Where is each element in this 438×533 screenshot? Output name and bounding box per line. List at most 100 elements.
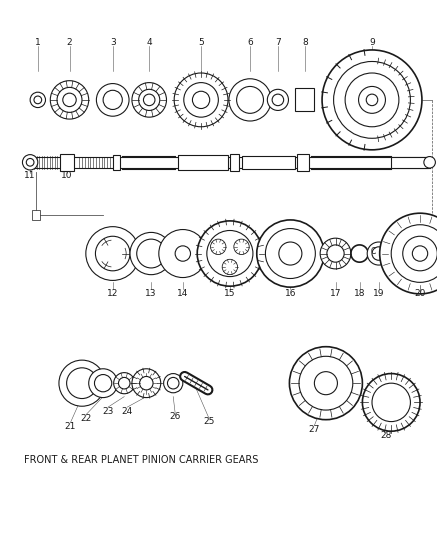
Circle shape: [380, 213, 438, 294]
Text: 18: 18: [354, 289, 365, 298]
Circle shape: [222, 259, 237, 274]
Bar: [230, 154, 240, 171]
Circle shape: [132, 369, 161, 398]
Circle shape: [132, 83, 166, 117]
Text: 1: 1: [35, 38, 41, 47]
Text: 25: 25: [203, 417, 215, 426]
Text: 9: 9: [369, 38, 375, 47]
Circle shape: [362, 374, 420, 431]
Circle shape: [137, 239, 166, 268]
Circle shape: [159, 230, 207, 278]
Circle shape: [192, 91, 210, 109]
Circle shape: [96, 84, 129, 116]
Circle shape: [207, 230, 253, 277]
Circle shape: [67, 368, 97, 399]
Circle shape: [140, 376, 153, 390]
Circle shape: [424, 157, 435, 168]
Circle shape: [257, 220, 324, 287]
Circle shape: [139, 90, 160, 110]
Circle shape: [103, 90, 122, 109]
Circle shape: [299, 356, 353, 410]
Circle shape: [272, 94, 284, 106]
Circle shape: [34, 96, 42, 104]
Circle shape: [175, 246, 191, 261]
Bar: [242, 156, 295, 169]
Circle shape: [63, 93, 76, 107]
Text: 3: 3: [110, 38, 116, 47]
Circle shape: [372, 247, 385, 260]
Circle shape: [164, 374, 183, 393]
Text: C: C: [371, 247, 376, 256]
Text: 16: 16: [285, 289, 296, 298]
Circle shape: [290, 346, 362, 419]
Bar: [113, 155, 120, 170]
Bar: [60, 154, 74, 171]
Circle shape: [114, 373, 135, 394]
Text: 20: 20: [414, 289, 426, 298]
Bar: [391, 157, 427, 168]
Text: 4: 4: [146, 38, 152, 47]
Circle shape: [184, 83, 219, 117]
Circle shape: [372, 383, 410, 422]
Circle shape: [391, 225, 438, 282]
Text: 28: 28: [381, 432, 392, 440]
Circle shape: [237, 86, 264, 114]
Bar: [178, 155, 228, 170]
Circle shape: [57, 87, 82, 112]
Text: 7: 7: [275, 38, 281, 47]
Circle shape: [314, 372, 337, 395]
Circle shape: [327, 245, 344, 262]
Circle shape: [403, 236, 437, 271]
Circle shape: [345, 73, 399, 127]
Bar: [32, 211, 40, 220]
Circle shape: [229, 79, 271, 121]
Text: 26: 26: [170, 413, 181, 421]
Circle shape: [89, 369, 117, 398]
Text: 11: 11: [25, 171, 36, 180]
Text: 8: 8: [302, 38, 307, 47]
Text: 17: 17: [330, 289, 341, 298]
Circle shape: [265, 229, 315, 279]
Text: 5: 5: [198, 38, 204, 47]
Circle shape: [130, 232, 172, 274]
Text: 13: 13: [145, 289, 157, 298]
Bar: [295, 88, 314, 111]
Circle shape: [366, 94, 378, 106]
Circle shape: [322, 50, 422, 150]
Text: 12: 12: [107, 289, 118, 298]
Circle shape: [320, 238, 351, 269]
Circle shape: [144, 94, 155, 106]
Text: 2: 2: [67, 38, 72, 47]
Circle shape: [367, 242, 390, 265]
Text: 6: 6: [247, 38, 253, 47]
Text: 15: 15: [224, 289, 236, 298]
Circle shape: [22, 155, 38, 170]
Circle shape: [50, 80, 89, 119]
Text: 27: 27: [309, 425, 320, 434]
Circle shape: [86, 227, 140, 280]
Circle shape: [211, 239, 226, 254]
Circle shape: [267, 90, 289, 110]
Bar: [297, 154, 309, 171]
Text: 24: 24: [121, 407, 133, 416]
Circle shape: [167, 377, 179, 389]
Text: 23: 23: [102, 407, 113, 416]
Text: 19: 19: [373, 289, 385, 298]
Text: 14: 14: [177, 289, 188, 298]
Circle shape: [95, 236, 130, 271]
Text: FRONT & REAR PLANET PINION CARRIER GEARS: FRONT & REAR PLANET PINION CARRIER GEARS: [25, 455, 259, 465]
Circle shape: [412, 246, 427, 261]
Text: 22: 22: [80, 414, 92, 423]
Circle shape: [279, 242, 302, 265]
Circle shape: [119, 377, 130, 389]
Circle shape: [30, 92, 46, 108]
Circle shape: [95, 375, 112, 392]
Circle shape: [174, 73, 228, 127]
Text: 10: 10: [61, 171, 72, 180]
Circle shape: [197, 221, 262, 286]
Text: 21: 21: [65, 422, 76, 431]
Circle shape: [234, 239, 249, 254]
Circle shape: [334, 61, 410, 138]
Circle shape: [59, 360, 105, 406]
Circle shape: [359, 86, 385, 114]
